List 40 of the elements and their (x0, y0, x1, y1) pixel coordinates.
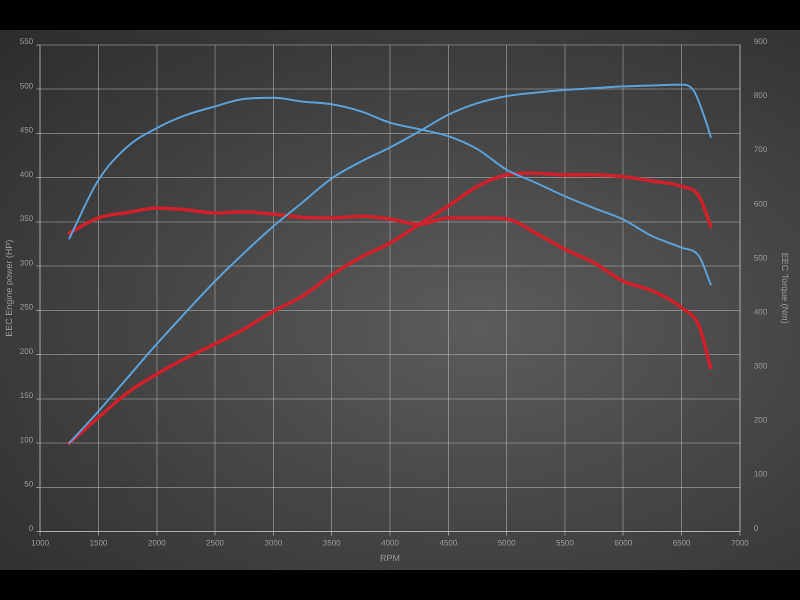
x-tick-label: 6500 (672, 538, 691, 548)
y-axis-title: EEC Engine power (HP) (4, 240, 14, 337)
x-tick-label: 5000 (498, 538, 516, 548)
x-axis-title: RPM (380, 553, 400, 564)
y2-tick-label: 900 (754, 37, 768, 46)
y2-tick-label: 100 (754, 470, 768, 479)
y2-tick-label: 600 (754, 199, 768, 208)
y-tick-label: 500 (20, 81, 34, 90)
y2-tick-label: 200 (754, 416, 768, 425)
x-tick-label: 4500 (439, 538, 458, 548)
y-tick-label: 300 (20, 258, 34, 268)
y2-tick-label: 400 (754, 307, 768, 316)
y2-tick-label: 0 (754, 524, 759, 533)
x-tick-label: 3000 (264, 538, 283, 548)
x-tick-label: 5500 (556, 538, 574, 548)
y-tick-label: 50 (24, 480, 34, 489)
x-tick-label: 7000 (730, 538, 750, 548)
y-tick-label: 450 (20, 126, 34, 135)
x-tick-label: 3500 (322, 538, 342, 548)
x-tick-label: 2500 (206, 538, 225, 548)
y-tick-label: 350 (20, 214, 34, 224)
x-tick-label: 4000 (381, 538, 400, 548)
line-series (68, 84, 712, 444)
y-tick-label: 250 (20, 302, 34, 312)
x-tick-label: 1500 (90, 538, 108, 548)
y2-axis-title: EEC Torque (Nm) (780, 252, 790, 324)
y2-tick-label: 800 (754, 91, 768, 100)
y-tick-label: 550 (20, 37, 34, 46)
x-tick-label: 1000 (31, 538, 50, 548)
y2-tick-label: 700 (754, 145, 768, 154)
y-tick-label: 0 (28, 524, 34, 533)
x-tick-label: 6000 (614, 538, 633, 548)
y-tick-label: 400 (20, 170, 34, 179)
y-tick-label: 150 (20, 391, 34, 400)
line-series (68, 171, 712, 445)
y2-tick-label: 500 (754, 253, 768, 262)
y-tick-label: 200 (20, 346, 34, 356)
y2-tick-label: 300 (754, 362, 768, 371)
x-tick-label: 2000 (148, 538, 166, 548)
y-tick-label: 100 (20, 435, 34, 444)
